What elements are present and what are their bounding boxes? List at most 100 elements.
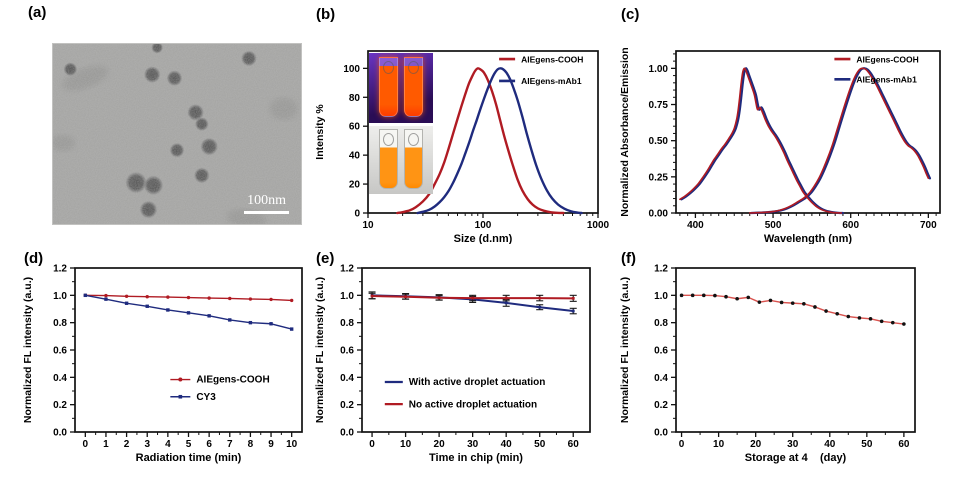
tem-image	[53, 44, 301, 224]
svg-text:1.00: 1.00	[649, 64, 669, 75]
svg-text:CY3: CY3	[196, 392, 216, 403]
svg-text:0.50: 0.50	[649, 136, 669, 147]
svg-text:50: 50	[534, 439, 546, 450]
svg-text:AIEgens-COOH: AIEgens-COOH	[196, 375, 269, 386]
svg-text:500: 500	[765, 220, 782, 231]
panel-d-photostability: (d) 0 1 2 3 4 5 6 7 8 9 10 0.0 0.2 0.4 0.6 0.8 1.0 1.2 Rad…	[18, 244, 310, 483]
svg-text:0.6: 0.6	[340, 346, 354, 357]
svg-text:0.6: 0.6	[53, 346, 67, 357]
svg-text:0: 0	[369, 439, 375, 450]
svg-text:10: 10	[400, 439, 412, 450]
svg-text:Size (d.nm): Size (d.nm)	[454, 233, 513, 244]
svg-text:Radiation time (min): Radiation time (min)	[136, 452, 242, 464]
svg-text:8: 8	[248, 439, 254, 450]
svg-text:60: 60	[568, 439, 580, 450]
svg-text:40: 40	[349, 151, 361, 162]
svg-text:700: 700	[920, 220, 937, 231]
panel-c-label: (c)	[621, 6, 640, 23]
svg-text:6: 6	[206, 439, 212, 450]
svg-text:AIEgens-COOH: AIEgens-COOH	[521, 54, 583, 64]
svg-text:1.0: 1.0	[340, 291, 354, 302]
svg-text:1000: 1000	[587, 220, 610, 231]
svg-text:0.75: 0.75	[649, 100, 669, 111]
svg-text:10: 10	[713, 439, 725, 450]
svg-text:1.2: 1.2	[340, 264, 354, 275]
panel-b-dls: (b) 10 100 1000 0 20 40 60 80 100 Size (d.nm) Inte…	[310, 0, 615, 244]
svg-text:0.2: 0.2	[340, 400, 354, 411]
svg-text:0.0: 0.0	[654, 428, 668, 439]
svg-text:20: 20	[434, 439, 446, 450]
svg-text:0: 0	[679, 439, 685, 450]
panel-f-storage-stability: (f) 0 10 20 30 40 50 60 0.0 0.2 0.4 0.6 0.8 1.0 1.2 St…	[615, 244, 955, 483]
svg-text:60: 60	[349, 122, 361, 133]
panel-b-label: (b)	[316, 6, 336, 23]
svg-text:Wavelength (nm): Wavelength (nm)	[764, 233, 853, 244]
svg-text:0.00: 0.00	[649, 209, 669, 220]
svg-text:0.0: 0.0	[340, 428, 354, 439]
cuvette-tube	[404, 57, 423, 117]
droplet-actuation-chart: 0 10 20 30 40 50 60 0.0 0.2 0.4 0.6 0.8 1.0 1.2 Time i…	[314, 264, 591, 464]
svg-text:100: 100	[343, 64, 360, 75]
panel-e-label: (e)	[316, 250, 335, 267]
cuvette-photo-inset	[369, 53, 433, 194]
storage-stability-chart: 0 10 20 30 40 50 60 0.0 0.2 0.4 0.6 0.8 1.0 1.2 Storag…	[619, 264, 916, 464]
svg-text:30: 30	[467, 439, 479, 450]
panel-f-label: (f)	[621, 250, 636, 267]
svg-text:4: 4	[165, 439, 171, 450]
svg-text:0.25: 0.25	[649, 172, 669, 183]
svg-text:7: 7	[227, 439, 233, 450]
svg-text:5: 5	[186, 439, 192, 450]
svg-text:600: 600	[842, 220, 859, 231]
svg-text:0.0: 0.0	[53, 428, 67, 439]
svg-text:0.8: 0.8	[340, 318, 354, 329]
svg-text:1: 1	[103, 439, 109, 450]
svg-text:0.2: 0.2	[654, 400, 668, 411]
scale-bar: 100nm	[244, 194, 289, 214]
dls-size-distribution-chart: 10 100 1000 0 20 40 60 80 100 Size (d.nm) Intensit…	[314, 50, 610, 244]
svg-text:0.4: 0.4	[340, 373, 354, 384]
svg-text:20: 20	[750, 439, 762, 450]
svg-text:80: 80	[349, 93, 361, 104]
svg-text:Intensity %: Intensity %	[314, 104, 326, 160]
svg-text:30: 30	[787, 439, 799, 450]
panel-a-tem: (a) 100nm	[18, 0, 310, 244]
panel-e-chip-stability: (e) 0 10 20 30 40 50 60 0.0 0.2 0.4 0.6 0.8 1.0 1.2 Ti…	[310, 244, 615, 483]
svg-text:0: 0	[354, 209, 360, 220]
svg-text:AIEgens-mAb1: AIEgens-mAb1	[856, 75, 917, 85]
svg-text:50: 50	[861, 439, 873, 450]
svg-text:60: 60	[898, 439, 910, 450]
svg-text:2: 2	[124, 439, 130, 450]
svg-text:0.4: 0.4	[654, 373, 668, 384]
svg-text:0.4: 0.4	[53, 373, 67, 384]
svg-text:1.0: 1.0	[654, 291, 668, 302]
panel-d-label: (d)	[24, 250, 44, 267]
svg-text:3: 3	[144, 439, 150, 450]
svg-text:Normalized Absorbance/Emission: Normalized Absorbance/Emission	[619, 47, 631, 216]
uv-light-photo	[369, 53, 433, 123]
daylight-photo	[369, 126, 433, 194]
svg-text:9: 9	[268, 439, 274, 450]
svg-text:0: 0	[83, 439, 89, 450]
svg-text:1.0: 1.0	[53, 291, 67, 302]
svg-text:0.8: 0.8	[654, 318, 668, 329]
svg-text:Time in chip (min): Time in chip (min)	[429, 452, 523, 464]
tem-micrograph: 100nm	[52, 43, 302, 225]
svg-text:No active droplet actuation: No active droplet actuation	[409, 399, 537, 410]
svg-text:AIEgens-COOH: AIEgens-COOH	[856, 54, 918, 64]
cuvette-tube	[404, 129, 423, 189]
svg-text:Storage at 4 (day): Storage at 4 (day)	[745, 452, 847, 464]
panel-c-spectra: (c) 400 500 600 700 0.00 0.25 0.50 0.75 1.00 Wave…	[615, 0, 955, 244]
svg-text:Normalized FL intensity (a.u.): Normalized FL intensity (a.u.)	[619, 277, 631, 423]
svg-text:40: 40	[824, 439, 836, 450]
svg-text:Normalized FL intensity (a.u.): Normalized FL intensity (a.u.)	[314, 277, 326, 423]
svg-text:AIEgens-mAb1: AIEgens-mAb1	[521, 76, 582, 86]
svg-text:Normalized FL intensity (a.u.): Normalized FL intensity (a.u.)	[22, 277, 34, 423]
svg-text:10: 10	[362, 220, 374, 231]
panel-a-label: (a)	[28, 4, 47, 21]
cuvette-tube	[379, 129, 398, 189]
photobleaching-chart: 0 1 2 3 4 5 6 7 8 9 10 0.0 0.2 0.4 0.6 0.8 1.0 1.2 Radiati…	[22, 264, 303, 464]
absorbance-emission-chart: 400 500 600 700 0.00 0.25 0.50 0.75 1.00 Waveleng…	[619, 47, 941, 244]
svg-text:1.2: 1.2	[654, 264, 668, 275]
svg-text:1.2: 1.2	[53, 264, 67, 275]
